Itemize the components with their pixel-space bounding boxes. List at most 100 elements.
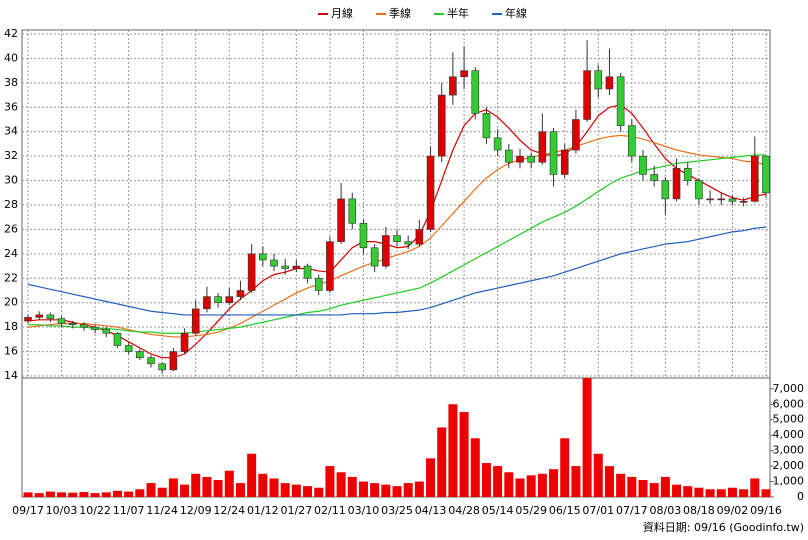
- candle-body: [158, 363, 166, 371]
- candle-body: [102, 329, 111, 334]
- volume-bar: [560, 438, 570, 497]
- candle-body: [46, 314, 55, 319]
- x-tick-label: 02/11: [314, 504, 346, 517]
- x-tick-label: 05/29: [515, 504, 547, 517]
- candle-body: [482, 113, 491, 139]
- candle-body: [516, 155, 524, 163]
- y-tick-label: 32: [4, 149, 18, 162]
- candle-body: [616, 76, 625, 126]
- legend-label: 半年: [447, 6, 469, 20]
- candle-body: [415, 229, 424, 245]
- candle-body: [594, 70, 603, 90]
- y-tick-label: 18: [4, 320, 18, 333]
- x-tick-label: 08/18: [683, 504, 715, 517]
- candle-body: [259, 253, 267, 261]
- candle-body: [751, 155, 759, 202]
- ma-line: [27, 134, 767, 338]
- candle-body: [572, 119, 580, 151]
- candle-body: [493, 137, 502, 151]
- volume-bar: [202, 476, 212, 497]
- volume-bar: [403, 483, 413, 497]
- volume-bar: [325, 466, 335, 497]
- volume-bar: [481, 463, 491, 497]
- y2-tick-label: 6,000: [773, 397, 805, 410]
- legend-label: 年線: [505, 6, 527, 20]
- candle-body: [68, 323, 77, 326]
- candle-body: [717, 198, 726, 201]
- x-tick-label: 10/22: [79, 504, 111, 517]
- volume-bar: [381, 484, 391, 497]
- candle-body: [270, 259, 278, 267]
- candle-body: [91, 326, 99, 330]
- x-tick-label: 03/25: [381, 504, 413, 517]
- x-tick-label: 01/12: [247, 504, 279, 517]
- candle-body: [113, 332, 122, 346]
- candle-body: [180, 332, 189, 352]
- volume-bar: [437, 427, 447, 497]
- candle-body: [505, 149, 513, 163]
- volume-bar: [280, 483, 290, 497]
- volume-bar: [459, 412, 469, 497]
- x-tick-label: 01/27: [281, 504, 313, 517]
- volume-bar: [90, 493, 100, 497]
- candle-body: [695, 180, 703, 200]
- volume-bar: [168, 478, 178, 497]
- y2-tick-label: 5,000: [773, 413, 805, 426]
- candle-body: [639, 155, 647, 175]
- volume-bar: [660, 476, 670, 497]
- x-tick-label: 04/28: [448, 504, 480, 517]
- candle-body: [35, 314, 43, 318]
- candle-body: [281, 265, 289, 269]
- x-tick-label: 12/24: [213, 504, 245, 517]
- x-tick-label: 06/15: [549, 504, 581, 517]
- y-tick-label: 16: [4, 345, 18, 358]
- volume-bar: [683, 486, 693, 497]
- x-tick-label: 11/24: [146, 504, 178, 517]
- candle-body: [203, 296, 211, 310]
- y-tick-label: 30: [4, 174, 18, 187]
- candle-body: [225, 296, 234, 304]
- y-tick-label: 40: [4, 51, 18, 64]
- volume-bar: [303, 486, 313, 497]
- volume-bar: [627, 476, 637, 497]
- candle-body: [348, 198, 357, 224]
- y-tick-label: 28: [4, 198, 18, 211]
- ma-line: [27, 226, 767, 316]
- candle-body: [147, 357, 155, 365]
- x-tick-label: 12/09: [180, 504, 212, 517]
- candle-body: [706, 198, 714, 201]
- volume-bar: [448, 404, 458, 497]
- volume-bar: [694, 487, 704, 497]
- x-tick-label: 05/14: [482, 504, 514, 517]
- volume-bar: [235, 483, 245, 497]
- volume-bar: [739, 489, 749, 497]
- candle-body: [236, 290, 245, 297]
- volume-bar: [504, 472, 514, 497]
- candle-body: [661, 180, 670, 200]
- y2-tick-label: 3,000: [773, 444, 805, 457]
- volume-bar: [593, 453, 603, 497]
- volume-bar: [571, 466, 581, 497]
- ma-line: [27, 104, 767, 359]
- volume-bar: [426, 458, 436, 497]
- y-tick-label: 34: [4, 125, 18, 138]
- x-tick-label: 03/10: [348, 504, 380, 517]
- y-tick-label: 42: [4, 27, 18, 40]
- volume-bar: [493, 466, 503, 497]
- candle-body: [728, 198, 737, 202]
- volume-bar: [157, 487, 167, 497]
- legend-label: 月線: [331, 6, 353, 20]
- candle-body: [169, 351, 178, 371]
- candle-body: [762, 155, 770, 194]
- candle-body: [57, 318, 66, 324]
- candle-body: [683, 168, 692, 181]
- x-tick-label: 09/17: [12, 504, 44, 517]
- footnote: 資料日期: 09/16 (Goodinfo.tw): [643, 520, 804, 534]
- volume-bar: [314, 487, 324, 497]
- candle-body: [326, 241, 334, 291]
- volume-bar: [705, 489, 715, 497]
- y2-tick-label: 4,000: [773, 428, 805, 441]
- candle-body: [303, 265, 312, 279]
